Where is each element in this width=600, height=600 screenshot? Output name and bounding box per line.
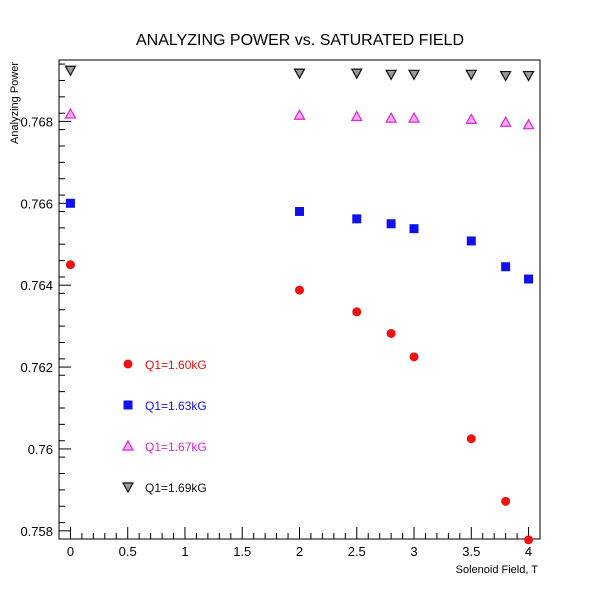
legend-label: Q1=1.67kG: [145, 440, 207, 454]
x-axis-label: Solenoid Field, T: [456, 564, 539, 576]
x-tick-label: 1.5: [233, 544, 251, 559]
axis-ticks: 0 0.5 1 1.5 2 2.5 3 3.5 4 0.758 0.76 0.762 0.764 0.76…: [20, 63, 532, 559]
x-tick-label: 2.5: [348, 544, 366, 559]
legend-marker: [121, 482, 135, 494]
data-point-series-4: [293, 68, 306, 80]
data-point-series-2: [524, 274, 534, 284]
legend: Q1=1.60kG Q1=1.63kG Q1=1.67kG Q1=1.69kG: [121, 358, 207, 495]
data-point-series-3: [64, 107, 77, 119]
y-tick-label: 0.762: [20, 360, 53, 375]
y-tick-label: 0.768: [20, 114, 53, 129]
data-point-series-1: [386, 328, 396, 338]
x-tick-label: 1: [181, 544, 188, 559]
y-tick-label: 0.766: [20, 196, 53, 211]
chart-title: ANALYZING POWER vs. SATURATED FIELD: [136, 32, 464, 49]
data-point-series-3: [350, 110, 363, 122]
data-point-series-2: [386, 219, 396, 229]
data-point-series-2: [65, 198, 75, 208]
data-marks: [64, 65, 535, 545]
data-point-series-2: [501, 262, 511, 272]
legend-marker: [123, 359, 133, 369]
data-point-series-1: [352, 307, 362, 317]
y-axis-label: Analyzing Power: [9, 62, 21, 144]
data-point-series-3: [522, 118, 535, 130]
data-point-series-1: [409, 352, 419, 362]
x-tick-label: 3: [410, 544, 417, 559]
data-point-series-4: [499, 70, 512, 82]
data-point-series-4: [522, 70, 535, 82]
data-point-series-3: [499, 115, 512, 127]
data-point-series-4: [408, 69, 421, 81]
data-point-series-3: [293, 109, 306, 120]
data-point-series-1: [65, 260, 75, 270]
x-tick-label: 0: [67, 544, 74, 559]
data-point-series-1: [501, 496, 511, 506]
data-point-series-2: [295, 206, 304, 216]
y-tick-label: 0.758: [20, 524, 53, 539]
plot-frame: [58, 59, 541, 540]
y-tick-label: 0.76: [28, 442, 53, 457]
y-tick-label: 0.764: [20, 278, 53, 293]
data-point-series-3: [465, 113, 478, 124]
x-tick-label: 3.5: [462, 544, 480, 559]
x-tick-label: 2: [296, 544, 303, 559]
data-point-series-4: [385, 69, 398, 81]
data-point-series-1: [466, 434, 476, 444]
x-tick-label: 0.5: [119, 544, 137, 559]
data-point-series-1: [524, 535, 534, 545]
data-point-series-1: [295, 285, 304, 295]
data-point-series-4: [350, 68, 363, 80]
legend-marker: [123, 400, 133, 410]
x-tick-label: 4: [525, 544, 532, 559]
legend-label: Q1=1.60kG: [145, 358, 207, 372]
data-point-series-3: [408, 111, 421, 123]
legend-label: Q1=1.69kG: [145, 481, 207, 495]
data-point-series-3: [385, 111, 398, 123]
data-point-series-4: [64, 65, 77, 77]
data-point-series-2: [409, 224, 419, 234]
legend-label: Q1=1.63kG: [145, 399, 207, 413]
data-point-series-2: [466, 236, 476, 246]
data-point-series-2: [352, 214, 362, 224]
data-point-series-4: [465, 69, 478, 81]
legend-marker: [121, 439, 135, 451]
